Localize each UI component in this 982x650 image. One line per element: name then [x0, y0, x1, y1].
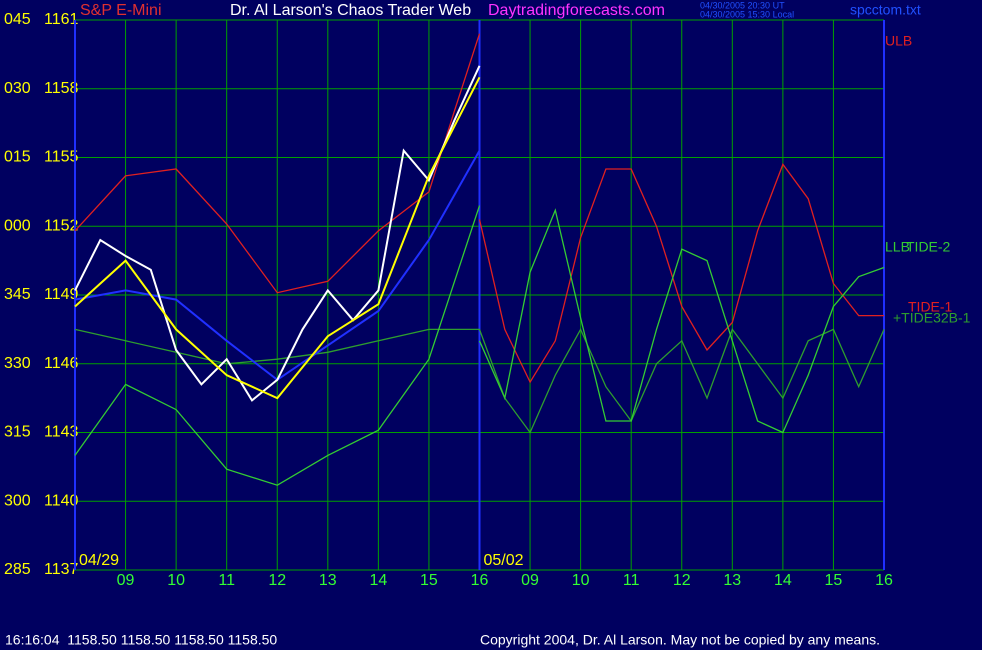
- y-tick-code: 285: [4, 561, 31, 578]
- x-tick-label: 10: [167, 572, 185, 589]
- chart-title: Dr. Al Larson's Chaos Trader Web: [230, 2, 471, 19]
- series-line: [478, 163, 884, 384]
- y-tick-code: 330: [4, 355, 31, 372]
- y-tick-code: 000: [4, 217, 31, 234]
- x-tick-label: 12: [268, 572, 286, 589]
- y-tick-code: 045: [4, 11, 31, 28]
- y-tick-label: 1155: [44, 149, 79, 166]
- site: Daytradingforecasts.com: [488, 2, 665, 19]
- y-tick-code: 300: [4, 492, 31, 509]
- x-tick-label: 14: [369, 572, 387, 589]
- legend-label: ULB: [885, 33, 912, 49]
- x-tick-label: 15: [825, 572, 843, 589]
- legend-label: TIDE-2: [906, 239, 951, 255]
- y-tick-label: 1140: [44, 492, 79, 509]
- x-tick-label: 11: [623, 572, 640, 589]
- day-label: 05/02: [484, 552, 524, 569]
- series-line: [74, 76, 481, 400]
- y-tick-code: 030: [4, 80, 31, 97]
- y-tick-label: 1143: [44, 424, 79, 441]
- file-name: spcctom.txt: [850, 2, 921, 18]
- x-tick-label: 15: [420, 572, 438, 589]
- y-tick-label: 1152: [44, 217, 79, 234]
- series-line: [74, 65, 481, 402]
- timestamp: 04/30/2005 15:30 Local: [700, 9, 794, 19]
- y-tick-code: 015: [4, 149, 31, 166]
- status: 16:16:04 1158.50 1158.50 1158.50 1158.50: [5, 632, 277, 648]
- x-tick-label: 12: [673, 572, 691, 589]
- x-tick-label: 09: [521, 572, 539, 589]
- copyright: Copyright 2004, Dr. Al Larson. May not b…: [480, 632, 880, 648]
- legend-label: +TIDE32B-1: [893, 310, 971, 326]
- x-tick-label: 16: [471, 572, 489, 589]
- symbol: S&P E-Mini: [80, 2, 162, 19]
- y-tick-code: 315: [4, 424, 31, 441]
- x-tick-label: 11: [218, 572, 235, 589]
- legend-label: LLB: [885, 239, 910, 255]
- x-tick-label: 10: [572, 572, 590, 589]
- series-line: [74, 327, 885, 434]
- x-tick-label: 14: [774, 572, 792, 589]
- y-tick-label: 1137: [44, 561, 79, 578]
- x-tick-label: 09: [117, 572, 135, 589]
- timestamp: 04/30/2005 20:30 UT: [700, 0, 785, 10]
- legend-label: TIDE-1: [908, 299, 953, 315]
- x-tick-label: 16: [875, 572, 893, 589]
- series-line: [478, 208, 885, 434]
- x-tick-label: 13: [723, 572, 741, 589]
- y-tick-label: 1146: [44, 355, 79, 372]
- y-tick-code: 345: [4, 286, 31, 303]
- x-tick-label: 13: [319, 572, 337, 589]
- y-tick-label: 1161: [44, 11, 79, 28]
- y-tick-label: 1149: [44, 286, 79, 303]
- series-line: [74, 205, 481, 486]
- y-tick-label: 1158: [44, 80, 79, 97]
- day-label: 04/29: [79, 552, 119, 569]
